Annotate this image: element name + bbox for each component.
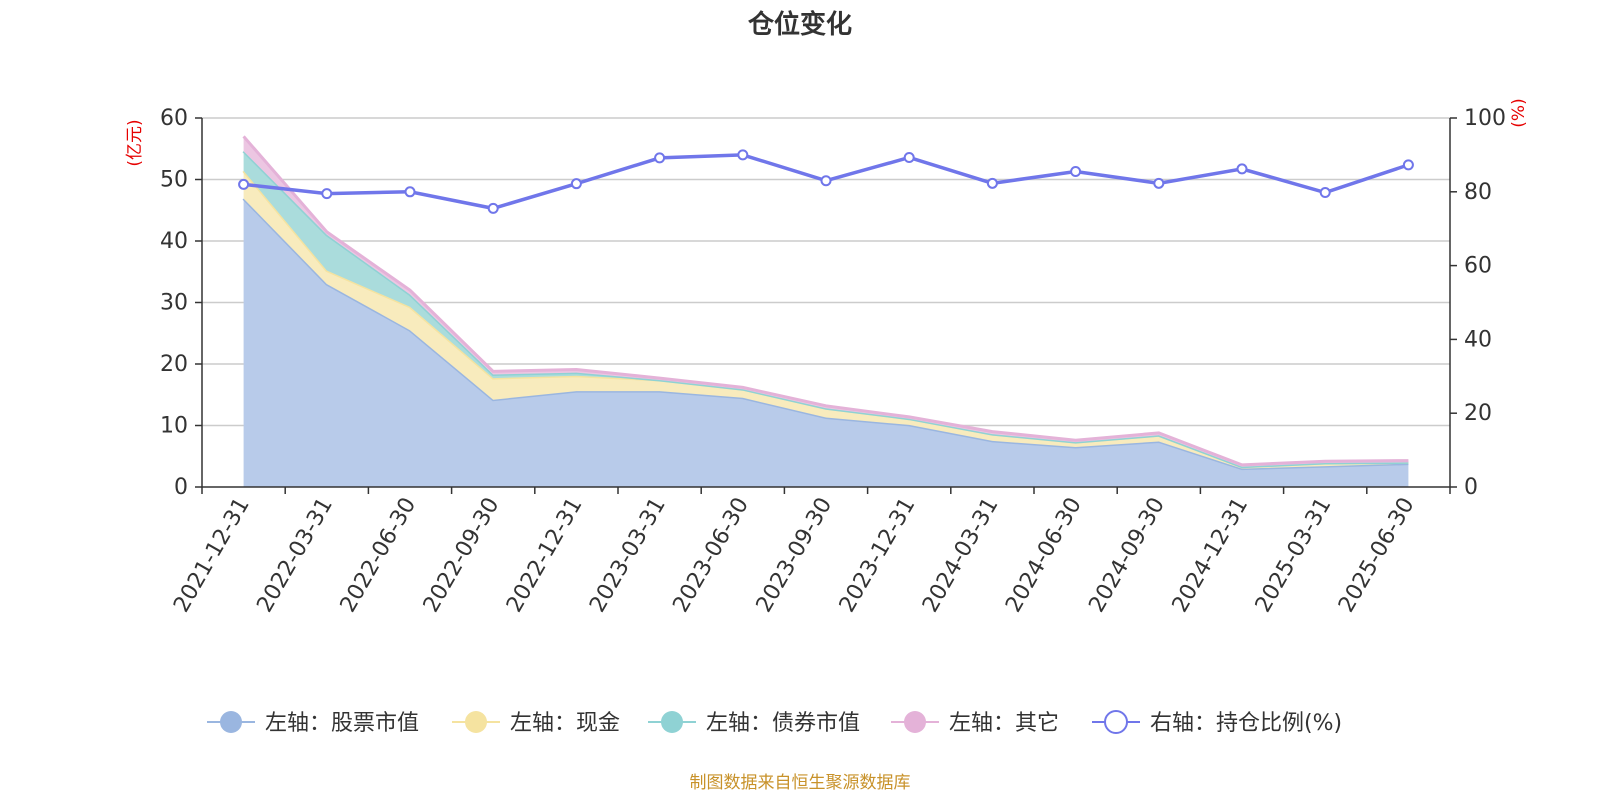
legend-marker-3 <box>904 711 926 733</box>
right-axis-unit: (%) <box>1509 98 1529 127</box>
x-axis-tick-label: 2024-06-30 <box>1001 494 1087 617</box>
area-edge-3 <box>242 135 1409 467</box>
right-axis-tick-label: 20 <box>1464 401 1492 426</box>
x-axis-tick-label: 2021-12-31 <box>169 494 255 617</box>
ratio-point <box>1319 187 1331 199</box>
x-axis-tick-label: 2024-12-31 <box>1168 494 1254 617</box>
left-axis-tick-label: 30 <box>160 291 188 316</box>
ratio-point <box>1236 163 1248 175</box>
legend-label-4: 右轴：持仓比例(%) <box>1150 711 1342 736</box>
ratio-point <box>1402 159 1414 171</box>
legend-label-3: 左轴：其它 <box>949 711 1059 736</box>
x-axis-tick-label: 2025-03-31 <box>1251 494 1337 617</box>
x-axis-tick-label: 2024-09-30 <box>1084 494 1170 617</box>
x-axis-tick-label: 2022-12-31 <box>502 494 588 617</box>
left-axis-tick-label: 50 <box>160 168 188 193</box>
right-axis-tick-label: 100 <box>1464 106 1506 131</box>
chart-title: 仓位变化 <box>747 9 852 40</box>
left-axis-tick-label: 0 <box>174 475 188 500</box>
ratio-point <box>1070 166 1082 178</box>
x-axis-tick-label: 2023-03-31 <box>585 494 671 617</box>
data-source-note: 制图数据来自恒生聚源数据库 <box>690 773 911 793</box>
right-axis-tick-label: 60 <box>1464 254 1492 279</box>
legend-marker-4 <box>1104 710 1128 734</box>
ratio-point <box>570 178 582 190</box>
left-axis-tick-label: 40 <box>160 229 188 254</box>
ratio-point <box>238 178 250 190</box>
ratio-point <box>820 175 832 187</box>
area-0 <box>243 198 1409 487</box>
right-axis-tick-label: 40 <box>1464 327 1492 352</box>
legend-label-0: 左轴：股票市值 <box>265 711 419 736</box>
x-axis-tick-label: 2024-03-31 <box>918 494 1004 617</box>
left-axis-unit: (亿元) <box>125 119 145 166</box>
ratio-point <box>321 188 333 200</box>
x-axis-tick-label: 2025-06-30 <box>1334 494 1420 617</box>
x-axis-tick-label: 2023-12-31 <box>835 493 921 616</box>
ratio-point <box>1153 177 1165 189</box>
right-axis-tick-label: 80 <box>1464 180 1492 205</box>
x-axis-tick-label: 2022-06-30 <box>336 494 422 617</box>
ratio-point <box>654 152 666 164</box>
area-1 <box>243 170 1409 469</box>
x-axis-tick-label: 2022-03-31 <box>252 494 338 617</box>
legend-label-1: 左轴：现金 <box>510 711 620 736</box>
legend-marker-0 <box>220 711 242 733</box>
right-axis-tick-label: 0 <box>1464 475 1478 500</box>
ratio-point <box>404 186 416 198</box>
ratio-point <box>986 177 998 189</box>
x-axis-tick-label: 2023-06-30 <box>668 494 754 617</box>
x-axis-tick-label: 2022-09-30 <box>419 494 505 617</box>
legend-label-2: 左轴：债券市值 <box>706 711 860 736</box>
x-axis-tick-label: 2023-09-30 <box>752 494 838 617</box>
ratio-point <box>737 149 749 161</box>
ratio-point <box>903 151 915 163</box>
legend-marker-1 <box>465 711 487 733</box>
left-axis-tick-label: 60 <box>160 106 188 131</box>
ratio-point <box>487 202 499 214</box>
area-series <box>242 135 1409 487</box>
left-axis-tick-label: 10 <box>160 414 188 439</box>
ratio-line-series <box>238 149 1414 214</box>
legend: 左轴：股票市值 左轴：现金 左轴：债券市值 左轴：其它 右轴：持仓比例(%) <box>207 710 1342 736</box>
left-axis-tick-label: 20 <box>160 352 188 377</box>
legend-marker-2 <box>661 711 683 733</box>
